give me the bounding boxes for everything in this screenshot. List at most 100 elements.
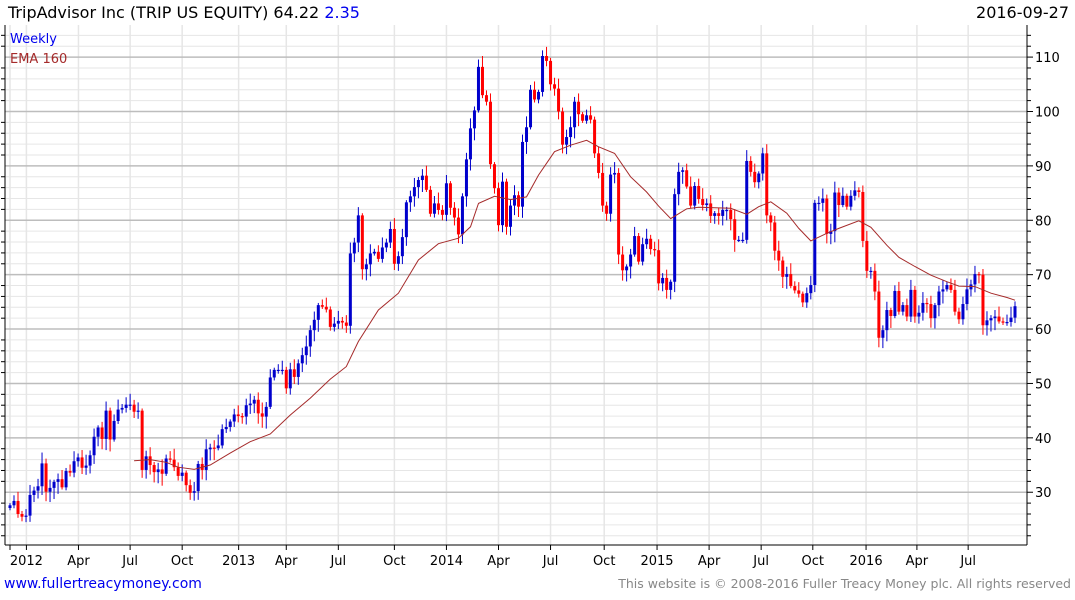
candle [825,194,829,244]
candle-body [408,196,412,203]
candle [957,307,961,324]
candle [20,510,24,522]
candle [697,178,701,204]
candle [669,279,673,300]
candle [348,242,352,334]
site-link[interactable]: www.fullertreacymoney.com [4,576,202,592]
candle [208,443,212,461]
candle [729,203,733,231]
candle [452,202,456,226]
candle [905,298,909,322]
y-tick-label: 70 [1035,269,1052,284]
candle-body [484,95,488,102]
candle-body [424,175,428,190]
candle [468,118,472,171]
candle [360,213,364,280]
candle [212,440,216,461]
candle [641,237,645,266]
candle-body [789,274,793,287]
candle-body [769,215,773,223]
candle [693,182,697,210]
candle [765,144,769,224]
candle [80,450,84,475]
candle [865,230,869,278]
candle [424,165,428,192]
candle-body [12,500,16,506]
candle-body [360,215,364,270]
candle-body [709,203,713,216]
candle [1013,301,1017,324]
candle-body [372,251,376,254]
candle-body [240,416,244,418]
candle-body [492,164,496,189]
candle [260,402,264,428]
candle [496,182,500,232]
candle [925,298,929,313]
candle [961,296,965,325]
candle-body [617,172,621,255]
candle [633,226,637,257]
candle [773,215,777,261]
candle-body [909,289,913,317]
candle-body [180,472,184,476]
candle-body [300,355,304,364]
x-tick-label: Oct [383,554,405,569]
candle-body [705,203,709,206]
candle-body [204,449,208,470]
candle-body [989,318,993,321]
candle-body [228,421,232,427]
candle [549,57,553,91]
candle [629,248,633,279]
candle [841,187,845,208]
candle-body [669,281,673,290]
candle [745,150,749,244]
candle [416,176,420,199]
candle-body [725,209,729,212]
candle-body [248,403,252,406]
candle-body [264,406,268,417]
x-tick-label: Oct [171,554,193,569]
candle [52,479,56,500]
candle-body [901,305,905,312]
candle [272,367,276,381]
candle [829,223,833,245]
candle-body [685,170,689,187]
candle [685,163,689,189]
candle-body [212,447,216,449]
candle-body [48,487,52,492]
candle-body [388,228,392,243]
candle [821,188,825,212]
candle-body [625,266,629,271]
candle [36,478,40,499]
candle [120,404,124,414]
candle-body [801,293,805,303]
candle-body [997,316,1001,322]
candle [977,271,981,284]
candle [140,408,144,478]
candle-body [276,369,280,372]
candle [873,263,877,301]
candle-body [933,305,937,319]
candle-body [160,469,164,474]
candle-body [641,244,645,262]
candle-body [220,429,224,446]
candle [941,280,945,304]
candle [749,156,753,177]
candle-body [244,405,248,417]
ema-160-line [134,139,1016,470]
candle [76,453,80,467]
candle-body [657,250,661,284]
candle-body [529,89,533,128]
candle [869,266,873,279]
candle-body [476,66,480,111]
candle-body [601,172,605,206]
candle-body [292,369,296,377]
title-text: TripAdvisor Inc (TRIP US EQUITY) 64.22 [8,3,320,22]
candle [989,315,993,332]
candle-body [581,114,585,121]
candle-body [605,205,609,214]
candle-body [308,330,312,347]
candle-body [1005,321,1009,324]
candle [949,278,953,293]
candle-body [953,289,957,312]
